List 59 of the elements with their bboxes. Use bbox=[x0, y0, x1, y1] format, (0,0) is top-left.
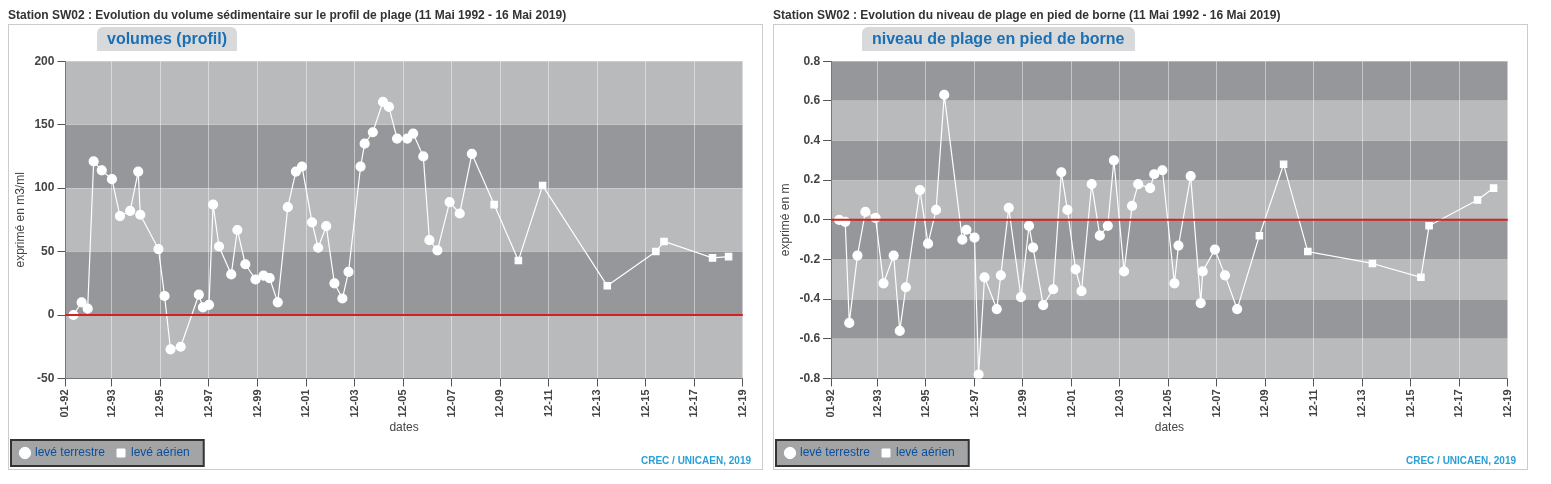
y-tick-label: -0.6 bbox=[799, 331, 821, 346]
x-tick-label: 12-99 bbox=[250, 389, 263, 418]
text: CREC / UNICAEN, 2019 bbox=[640, 454, 752, 466]
x-tick-label: 12-17 bbox=[1452, 389, 1465, 418]
x-tick-label: 12-01 bbox=[299, 389, 312, 418]
x-tick-label: 12-97 bbox=[202, 389, 215, 418]
y-tick-label: 0.8 bbox=[803, 53, 821, 68]
x-tick-label: 12-13 bbox=[590, 389, 603, 418]
y-tick-label: 0.4 bbox=[803, 132, 821, 147]
x-axis-title: dates bbox=[1154, 420, 1185, 435]
y-tick-label: 0.2 bbox=[803, 172, 821, 187]
y-tick-label: 50 bbox=[41, 243, 55, 258]
y-tick-label: 100 bbox=[34, 180, 55, 195]
x-tick-label: 12-19 bbox=[1500, 389, 1513, 418]
y-tick-label: -50 bbox=[37, 370, 55, 385]
chart-subtitle: volumes (profil) bbox=[97, 27, 238, 51]
x-tick-label: 12-09 bbox=[1258, 389, 1271, 418]
x-tick-label: 12-13 bbox=[1355, 389, 1368, 418]
x-tick-label: 12-11 bbox=[541, 389, 554, 417]
y-tick-label: 200 bbox=[34, 53, 55, 68]
x-tick-label: 12-15 bbox=[1403, 389, 1416, 418]
x-tick-label: 12-17 bbox=[687, 389, 700, 418]
x-tick-label: 12-01 bbox=[1064, 389, 1077, 418]
y-tick-label: -0.4 bbox=[799, 291, 821, 306]
x-tick-label: 12-07 bbox=[1209, 389, 1222, 418]
x-tick-label: 12-11 bbox=[1306, 389, 1319, 417]
chart-subtitle: niveau de plage en pied de borne bbox=[862, 27, 1135, 51]
chart-title: Station SW02 : Evolution du volume sédimentaire sur le profil de plage (11 Mai 1992 - 16 Mai 2019) bbox=[8, 8, 568, 24]
x-tick-label: 12-93 bbox=[104, 389, 117, 418]
x-tick-label: 12-99 bbox=[1015, 389, 1028, 418]
y-tick-label: -0.2 bbox=[799, 251, 821, 266]
x-tick-label: 12-95 bbox=[919, 389, 932, 418]
legend-label: levé terrestre bbox=[35, 445, 106, 460]
y-tick-label: 0.6 bbox=[803, 93, 821, 108]
x-tick-label: 12-15 bbox=[638, 389, 651, 418]
y-axis-title: exprimé en m bbox=[777, 183, 792, 257]
x-tick-label: 01-92 bbox=[824, 389, 837, 418]
y-axis-title: exprimé en m3/ml bbox=[12, 172, 27, 268]
x-tick-label: 12-07 bbox=[444, 389, 457, 418]
chart-title: Station SW02 : Evolution du niveau de plage en pied de borne (11 Mai 1992 - 16 Mai 2019) bbox=[773, 8, 1282, 24]
legend-label: levé terrestre bbox=[800, 445, 871, 460]
x-tick-label: 12-95 bbox=[153, 389, 166, 418]
x-tick-label: 12-19 bbox=[735, 389, 748, 418]
legend-label: levé aérien bbox=[131, 445, 190, 460]
x-tick-label: 01-92 bbox=[58, 389, 71, 418]
x-tick-label: 12-97 bbox=[967, 389, 980, 418]
x-tick-label: 12-03 bbox=[1112, 389, 1125, 418]
y-tick-label: 150 bbox=[34, 116, 55, 131]
x-tick-label: 12-93 bbox=[870, 389, 883, 418]
y-tick-label: 0.0 bbox=[803, 212, 821, 227]
y-tick-label: -0.8 bbox=[799, 370, 821, 385]
x-axis-title: dates bbox=[389, 420, 419, 435]
x-tick-label: 12-09 bbox=[493, 389, 506, 418]
text: CREC / UNICAEN, 2019 bbox=[1405, 454, 1517, 466]
legend-label: levé aérien bbox=[896, 445, 955, 460]
y-tick-label: 0 bbox=[47, 307, 55, 322]
x-tick-label: 12-05 bbox=[396, 389, 409, 418]
x-tick-label: 12-05 bbox=[1161, 389, 1174, 418]
x-tick-label: 12-03 bbox=[347, 389, 360, 418]
